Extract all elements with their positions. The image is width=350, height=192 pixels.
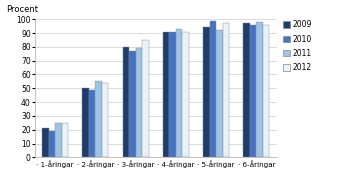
Bar <box>163 32 169 157</box>
Bar <box>176 29 182 157</box>
Legend: 2009, 2010, 2011, 2012: 2009, 2010, 2011, 2012 <box>283 20 312 72</box>
Bar <box>62 123 68 157</box>
Bar <box>244 23 250 157</box>
Bar <box>49 131 55 157</box>
Text: Procent: Procent <box>6 5 38 14</box>
Bar <box>182 32 189 157</box>
Bar <box>263 25 269 157</box>
Bar <box>123 47 129 157</box>
Bar <box>216 30 223 157</box>
Bar <box>55 123 62 157</box>
Bar <box>89 90 95 157</box>
Bar <box>169 32 176 157</box>
Bar <box>95 81 102 157</box>
Bar <box>83 88 89 157</box>
Bar <box>42 128 49 157</box>
Bar <box>129 51 136 157</box>
Bar <box>210 21 216 157</box>
Bar <box>142 40 148 157</box>
Bar <box>136 48 142 157</box>
Bar <box>256 22 263 157</box>
Bar <box>102 83 108 157</box>
Bar <box>250 25 256 157</box>
Bar <box>223 23 229 157</box>
Bar <box>203 27 210 157</box>
